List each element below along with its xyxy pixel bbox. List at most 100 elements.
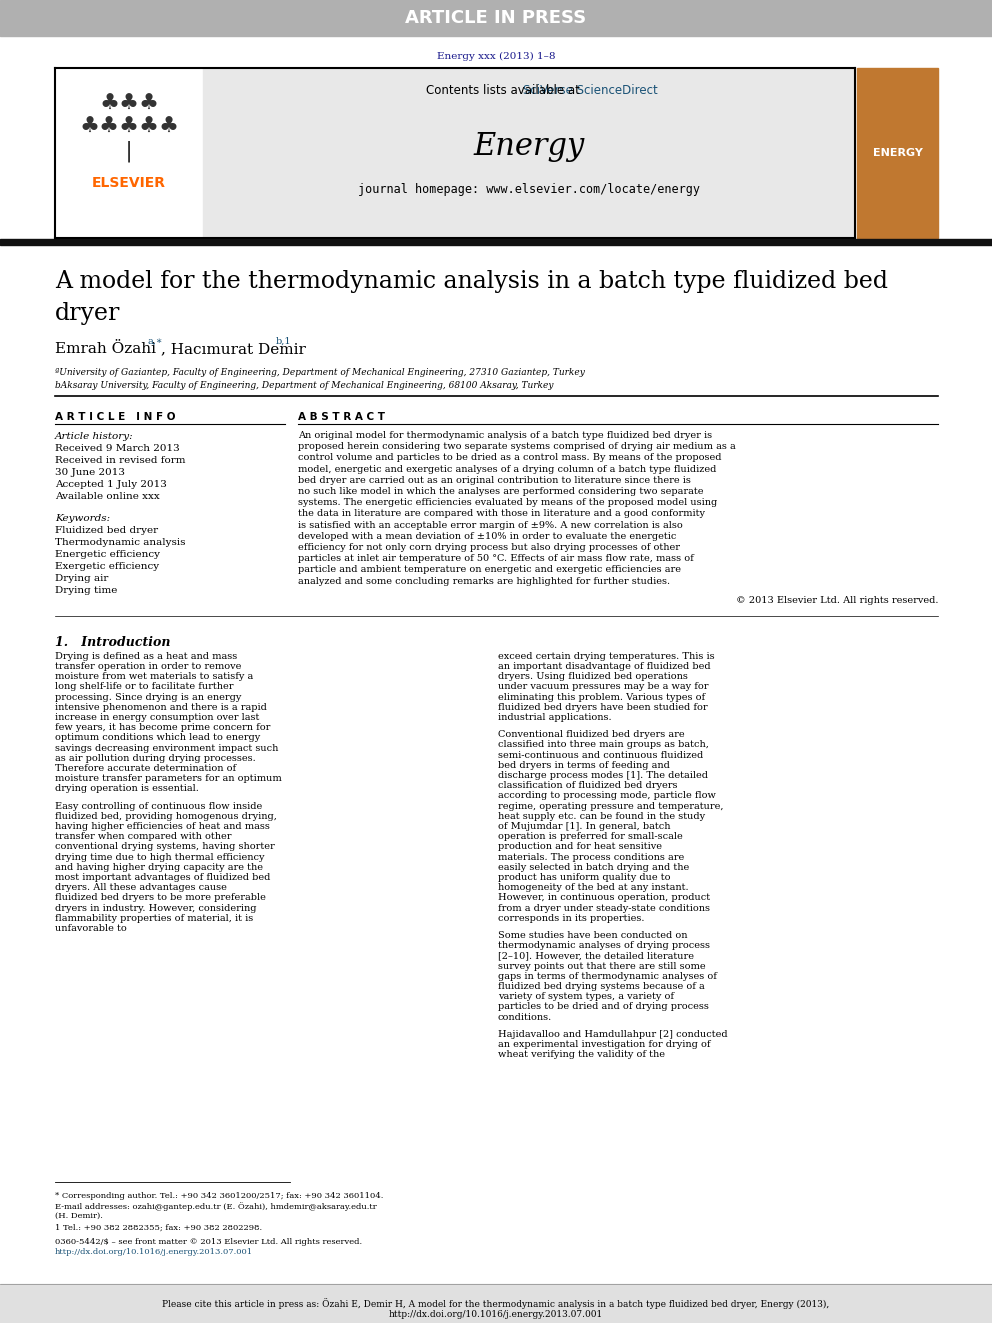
Text: analyzed and some concluding remarks are highlighted for further studies.: analyzed and some concluding remarks are… — [298, 577, 671, 586]
Text: increase in energy consumption over last: increase in energy consumption over last — [55, 713, 259, 722]
Text: most important advantages of fluidized bed: most important advantages of fluidized b… — [55, 873, 271, 882]
Text: ENERGY: ENERGY — [873, 148, 923, 157]
Text: control volume and particles to be dried as a control mass. By means of the prop: control volume and particles to be dried… — [298, 454, 721, 463]
Text: according to processing mode, particle flow: according to processing mode, particle f… — [498, 791, 716, 800]
Bar — [55, 67, 203, 238]
Text: systems. The energetic efficiencies evaluated by means of the proposed model usi: systems. The energetic efficiencies eval… — [298, 499, 717, 507]
Text: exceed certain drying temperatures. This is: exceed certain drying temperatures. This… — [498, 652, 714, 660]
Text: product has uniform quality due to: product has uniform quality due to — [498, 873, 671, 882]
Text: * Corresponding author. Tel.: +90 342 3601200/2517; fax: +90 342 3601104.: * Corresponding author. Tel.: +90 342 36… — [55, 1192, 383, 1200]
Text: dryers. All these advantages cause: dryers. All these advantages cause — [55, 884, 227, 892]
Text: A B S T R A C T: A B S T R A C T — [298, 411, 385, 422]
Text: drying time due to high thermal efficiency: drying time due to high thermal efficien… — [55, 852, 265, 861]
Text: few years, it has become prime concern for: few years, it has become prime concern f… — [55, 724, 271, 732]
Text: Drying is defined as a heat and mass: Drying is defined as a heat and mass — [55, 652, 237, 660]
Text: [2–10]. However, the detailed literature: [2–10]. However, the detailed literature — [498, 951, 694, 960]
Text: transfer operation in order to remove: transfer operation in order to remove — [55, 662, 241, 671]
Text: Drying time: Drying time — [55, 586, 117, 595]
Text: from a dryer under steady-state conditions: from a dryer under steady-state conditio… — [498, 904, 710, 913]
Text: http://dx.doi.org/10.1016/j.energy.2013.07.001: http://dx.doi.org/10.1016/j.energy.2013.… — [389, 1310, 603, 1319]
Text: homogeneity of the bed at any instant.: homogeneity of the bed at any instant. — [498, 884, 688, 892]
Text: efficiency for not only corn drying process but also drying processes of other: efficiency for not only corn drying proc… — [298, 542, 680, 552]
Text: gaps in terms of thermodynamic analyses of: gaps in terms of thermodynamic analyses … — [498, 972, 717, 980]
Text: ªUniversity of Gaziantep, Faculty of Engineering, Department of Mechanical Engin: ªUniversity of Gaziantep, Faculty of Eng… — [55, 368, 585, 377]
Text: processing. Since drying is an energy: processing. Since drying is an energy — [55, 693, 241, 701]
Text: materials. The process conditions are: materials. The process conditions are — [498, 852, 684, 861]
Text: Exergetic efficiency: Exergetic efficiency — [55, 562, 159, 572]
Text: E-mail addresses: ozahi@gantep.edu.tr (E. Özahi), hmdemir@aksaray.edu.tr: E-mail addresses: ozahi@gantep.edu.tr (E… — [55, 1203, 377, 1211]
Text: Available online xxx: Available online xxx — [55, 492, 160, 501]
Text: Contents lists available at SciVerse ScienceDirect: Contents lists available at SciVerse Sci… — [383, 83, 676, 97]
Text: heat supply etc. can be found in the study: heat supply etc. can be found in the stu… — [498, 812, 705, 820]
Text: ELSEVIER: ELSEVIER — [92, 176, 166, 191]
Text: fluidized bed dryers to be more preferable: fluidized bed dryers to be more preferab… — [55, 893, 266, 902]
Text: Therefore accurate determination of: Therefore accurate determination of — [55, 763, 236, 773]
Text: Energy xxx (2013) 1–8: Energy xxx (2013) 1–8 — [436, 52, 556, 61]
Text: A R T I C L E   I N F O: A R T I C L E I N F O — [55, 411, 176, 422]
Bar — [203, 67, 855, 238]
Text: Conventional fluidized bed dryers are: Conventional fluidized bed dryers are — [498, 730, 684, 740]
Text: 1 Tel.: +90 382 2882355; fax: +90 382 2802298.: 1 Tel.: +90 382 2882355; fax: +90 382 28… — [55, 1224, 262, 1232]
Text: an important disadvantage of fluidized bed: an important disadvantage of fluidized b… — [498, 662, 710, 671]
Text: no such like model in which the analyses are performed considering two separate: no such like model in which the analyses… — [298, 487, 703, 496]
Text: However, in continuous operation, product: However, in continuous operation, produc… — [498, 893, 710, 902]
Bar — [857, 67, 938, 238]
Text: Some studies have been conducted on: Some studies have been conducted on — [498, 931, 687, 941]
Text: and having higher drying capacity are the: and having higher drying capacity are th… — [55, 863, 263, 872]
Text: optimum conditions which lead to energy: optimum conditions which lead to energy — [55, 733, 260, 742]
Text: savings decreasing environment impact such: savings decreasing environment impact su… — [55, 744, 279, 753]
Text: fluidized bed dryers have been studied for: fluidized bed dryers have been studied f… — [498, 703, 707, 712]
Text: ARTICLE IN PRESS: ARTICLE IN PRESS — [406, 9, 586, 26]
Bar — [0, 1285, 992, 1323]
Text: model, energetic and exergetic analyses of a drying column of a batch type fluid: model, energetic and exergetic analyses … — [298, 464, 716, 474]
Text: Hajidavalloo and Hamdullahpur [2] conducted: Hajidavalloo and Hamdullahpur [2] conduc… — [498, 1029, 727, 1039]
Text: proposed herein considering two separate systems comprised of drying air medium : proposed herein considering two separate… — [298, 442, 736, 451]
Text: Drying air: Drying air — [55, 574, 108, 583]
Text: Accepted 1 July 2013: Accepted 1 July 2013 — [55, 480, 167, 490]
Text: 1.   Introduction: 1. Introduction — [55, 636, 171, 648]
Text: flammability properties of material, it is: flammability properties of material, it … — [55, 914, 253, 923]
Text: particles to be dried and of drying process: particles to be dried and of drying proc… — [498, 1003, 709, 1011]
Text: classification of fluidized bed dryers: classification of fluidized bed dryers — [498, 781, 678, 790]
Text: industrial applications.: industrial applications. — [498, 713, 612, 722]
Bar — [0, 239, 992, 245]
Text: ♣♣♣
♣♣♣♣♣
  |: ♣♣♣ ♣♣♣♣♣ | — [79, 94, 179, 161]
Text: variety of system types, a variety of: variety of system types, a variety of — [498, 992, 674, 1002]
Text: drying operation is essential.: drying operation is essential. — [55, 785, 198, 794]
Text: wheat verifying the validity of the: wheat verifying the validity of the — [498, 1050, 665, 1060]
Text: bed dryers in terms of feeding and: bed dryers in terms of feeding and — [498, 761, 670, 770]
Text: under vacuum pressures may be a way for: under vacuum pressures may be a way for — [498, 683, 708, 692]
Text: dryers in industry. However, considering: dryers in industry. However, considering — [55, 904, 257, 913]
Text: Received in revised form: Received in revised form — [55, 456, 186, 464]
Text: particles at inlet air temperature of 50 °C. Effects of air mass flow rate, mass: particles at inlet air temperature of 50… — [298, 554, 693, 564]
Text: Fluidized bed dryer: Fluidized bed dryer — [55, 527, 158, 534]
Text: Please cite this article in press as: Özahi E, Demir H, A model for the thermody: Please cite this article in press as: Öz… — [163, 1298, 829, 1308]
Text: operation is preferred for small-scale: operation is preferred for small-scale — [498, 832, 682, 841]
Text: of Mujumdar [1]. In general, batch: of Mujumdar [1]. In general, batch — [498, 822, 671, 831]
Text: survey points out that there are still some: survey points out that there are still s… — [498, 962, 705, 971]
Text: bAksaray University, Faculty of Engineering, Department of Mechanical Engineerin: bAksaray University, Faculty of Engineer… — [55, 381, 554, 390]
Text: 30 June 2013: 30 June 2013 — [55, 468, 125, 478]
Text: the data in literature are compared with those in literature and a good conformi: the data in literature are compared with… — [298, 509, 705, 519]
Text: b,1: b,1 — [276, 337, 292, 347]
Bar — [0, 0, 992, 36]
Text: thermodynamic analyses of drying process: thermodynamic analyses of drying process — [498, 941, 710, 950]
Text: Energy: Energy — [473, 131, 584, 161]
Text: journal homepage: www.elsevier.com/locate/energy: journal homepage: www.elsevier.com/locat… — [358, 184, 700, 197]
Text: Keywords:: Keywords: — [55, 515, 110, 523]
Text: particle and ambient temperature on energetic and exergetic efficiencies are: particle and ambient temperature on ener… — [298, 565, 681, 574]
Text: 0360-5442/$ – see front matter © 2013 Elsevier Ltd. All rights reserved.: 0360-5442/$ – see front matter © 2013 El… — [55, 1238, 362, 1246]
Text: moisture from wet materials to satisfy a: moisture from wet materials to satisfy a — [55, 672, 253, 681]
Text: intensive phenomenon and there is a rapid: intensive phenomenon and there is a rapi… — [55, 703, 267, 712]
Text: having higher efficiencies of heat and mass: having higher efficiencies of heat and m… — [55, 822, 270, 831]
Text: regime, operating pressure and temperature,: regime, operating pressure and temperatu… — [498, 802, 723, 811]
Text: a,∗: a,∗ — [147, 337, 163, 347]
Text: dryer: dryer — [55, 302, 120, 325]
Text: semi-continuous and continuous fluidized: semi-continuous and continuous fluidized — [498, 750, 703, 759]
Text: SciVerse ScienceDirect: SciVerse ScienceDirect — [523, 83, 658, 97]
Text: Emrah Özahi: Emrah Özahi — [55, 343, 156, 356]
Text: , Hacımurat Demir: , Hacımurat Demir — [161, 343, 306, 356]
Text: production and for heat sensitive: production and for heat sensitive — [498, 843, 662, 852]
Text: long shelf-life or to facilitate further: long shelf-life or to facilitate further — [55, 683, 233, 692]
Text: conditions.: conditions. — [498, 1012, 553, 1021]
